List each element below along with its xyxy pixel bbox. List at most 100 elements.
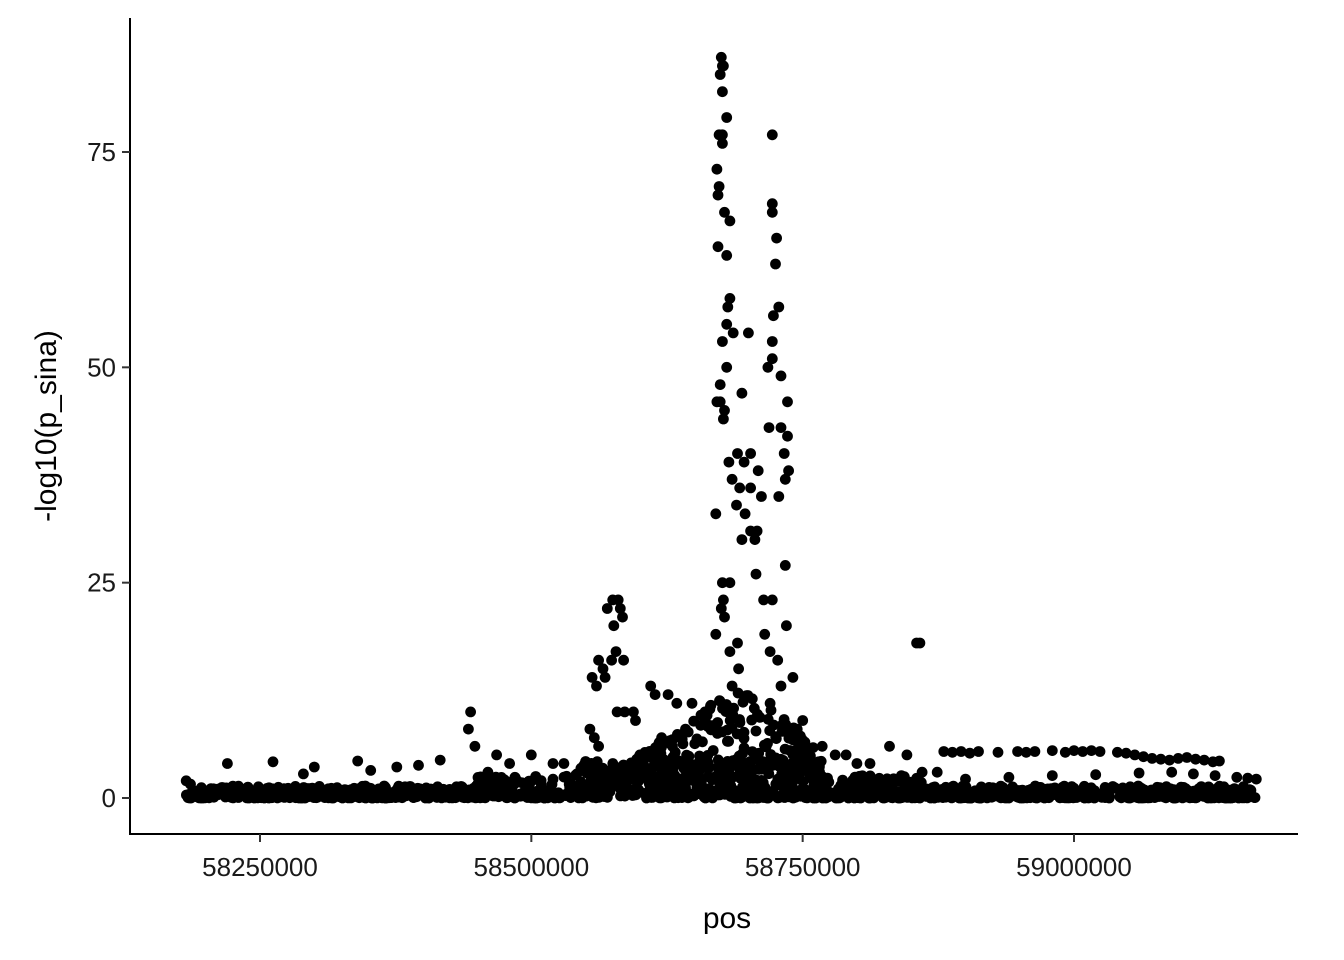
data-point	[336, 785, 348, 797]
data-point	[965, 792, 977, 804]
data-point	[570, 769, 582, 781]
data-point	[1114, 791, 1126, 803]
data-point	[790, 789, 802, 801]
data-point	[747, 789, 759, 801]
data-point	[202, 790, 214, 801]
data-point	[1190, 789, 1202, 801]
data-point	[233, 780, 244, 792]
data-point	[1054, 792, 1066, 804]
data-point	[722, 774, 734, 786]
data-point	[984, 790, 996, 802]
data-point	[490, 771, 502, 783]
data-point	[384, 792, 395, 804]
data-point	[806, 784, 818, 796]
data-point	[739, 771, 750, 782]
data-point	[773, 491, 785, 502]
data-point	[635, 786, 646, 798]
data-point	[772, 654, 784, 666]
data-point	[610, 646, 622, 657]
data-point	[775, 370, 787, 382]
points-layer	[180, 51, 1262, 804]
data-point	[597, 663, 609, 675]
data-point	[766, 206, 778, 218]
data-point	[1202, 792, 1214, 804]
data-point	[672, 755, 684, 766]
data-point	[1029, 746, 1041, 757]
data-point	[753, 747, 765, 759]
data-point	[1198, 754, 1210, 766]
data-point	[773, 301, 785, 313]
data-point	[898, 771, 910, 783]
data-point	[718, 413, 729, 425]
data-point	[1138, 751, 1149, 763]
data-point	[746, 693, 758, 705]
data-point	[657, 787, 669, 799]
data-point	[779, 743, 791, 755]
data-point	[762, 361, 774, 373]
data-point	[589, 782, 601, 794]
data-point	[1190, 753, 1201, 765]
data-point	[298, 768, 309, 780]
data-point	[754, 712, 766, 723]
data-point	[714, 396, 726, 408]
data-point	[680, 723, 691, 735]
data-point	[992, 746, 1004, 758]
data-point	[630, 715, 641, 726]
data-point	[712, 241, 724, 253]
data-point	[645, 680, 657, 692]
data-point	[608, 620, 620, 632]
data-point	[653, 758, 665, 770]
data-point	[1203, 781, 1215, 793]
data-point	[591, 756, 603, 768]
data-point	[794, 769, 805, 781]
data-point	[721, 112, 733, 123]
data-point	[479, 792, 491, 804]
x-tick-label: 59000000	[1016, 852, 1132, 882]
data-point	[683, 750, 695, 762]
data-point	[721, 318, 733, 330]
data-point	[659, 772, 671, 784]
data-point	[196, 782, 207, 794]
data-point	[710, 508, 722, 520]
data-point	[617, 611, 628, 623]
data-point	[710, 628, 722, 640]
data-point	[768, 719, 779, 731]
data-point	[931, 766, 943, 778]
x-axis-title: pos	[703, 902, 751, 935]
data-point	[973, 746, 984, 757]
data-point	[960, 773, 971, 785]
data-point	[955, 746, 967, 757]
data-point	[1146, 753, 1158, 764]
data-point	[352, 755, 364, 767]
data-point	[1045, 788, 1057, 800]
data-point	[817, 792, 828, 804]
data-point	[1143, 792, 1155, 803]
data-point	[762, 792, 774, 804]
data-point	[718, 60, 729, 72]
data-point	[770, 258, 781, 270]
data-point	[840, 749, 852, 761]
data-point	[1046, 770, 1058, 781]
data-point	[764, 646, 776, 657]
data-point	[628, 706, 639, 718]
data-point	[591, 680, 602, 692]
data-point	[732, 448, 743, 459]
data-point	[593, 740, 604, 752]
data-point	[724, 215, 736, 227]
data-point	[856, 780, 867, 792]
data-point	[1155, 753, 1167, 765]
data-point	[731, 499, 742, 511]
x-tick-label: 58250000	[202, 852, 318, 882]
data-point	[864, 758, 876, 769]
data-point	[763, 422, 775, 433]
data-point	[766, 129, 778, 141]
data-point	[712, 189, 724, 201]
data-point	[493, 791, 504, 803]
data-point	[654, 749, 665, 761]
data-point	[584, 723, 596, 735]
data-point	[717, 336, 728, 347]
data-point	[1020, 746, 1032, 758]
data-point	[936, 784, 948, 796]
data-point	[723, 456, 735, 468]
